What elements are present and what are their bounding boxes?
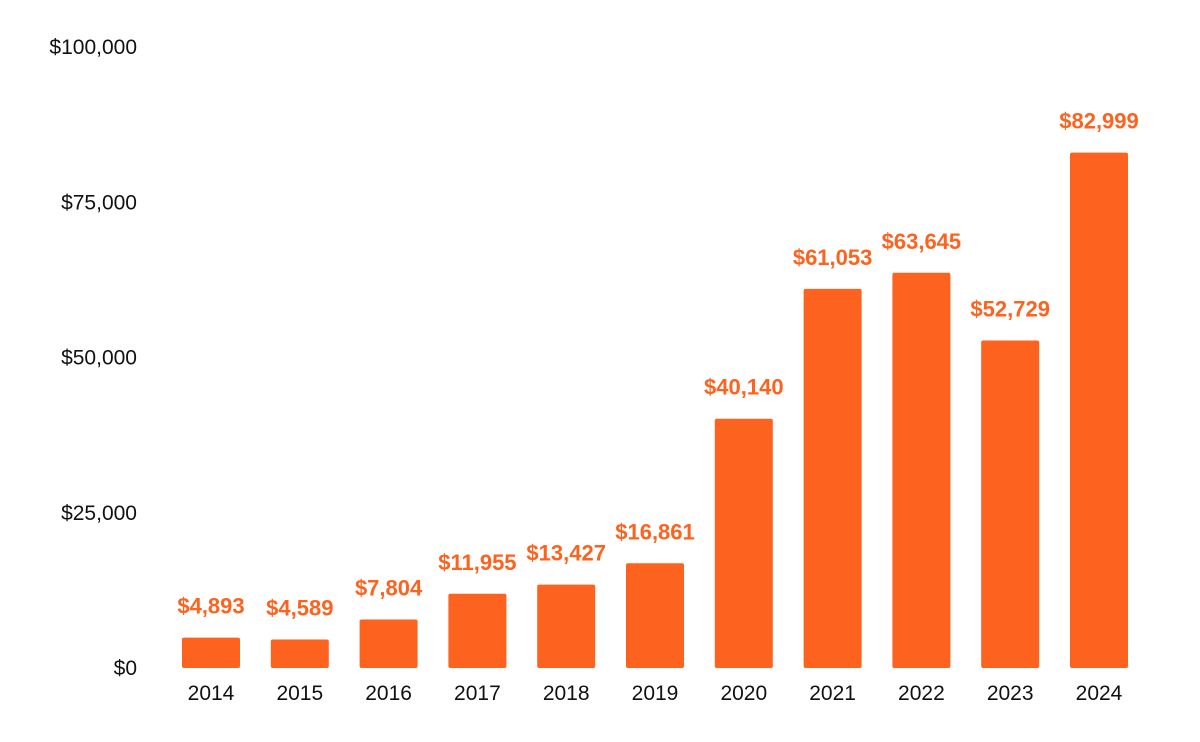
bar-2024 — [1070, 152, 1128, 669]
value-label-2019: $16,861 — [615, 519, 695, 544]
y-tick-label: $50,000 — [61, 347, 137, 370]
value-label-2020: $40,140 — [704, 375, 784, 400]
value-label-2017: $11,955 — [438, 550, 516, 575]
x-tick-label: 2020 — [720, 682, 767, 705]
y-tick-label: $100,000 — [49, 36, 137, 59]
x-tick-label: 2014 — [188, 682, 235, 705]
x-tick-label: 2015 — [276, 682, 323, 705]
bar-2019 — [626, 563, 684, 668]
data-labels: $4,893 $4,589 $7,804 $11,955 $13,427 $16,861 $… — [177, 109, 1138, 621]
x-tick-label: 2018 — [543, 682, 590, 705]
y-tick-label: $25,000 — [61, 502, 137, 525]
x-tick-label: 2017 — [454, 682, 501, 705]
value-label-2014: $4,893 — [177, 594, 244, 619]
value-label-2016: $7,804 — [355, 576, 423, 601]
x-tick-label: 2023 — [987, 682, 1034, 705]
bar-2021 — [803, 288, 862, 668]
bar-2017 — [448, 593, 507, 668]
value-label-2022: $63,645 — [882, 229, 962, 254]
bars — [182, 152, 1128, 669]
value-label-2018: $13,427 — [526, 541, 606, 566]
x-tick-label: 2022 — [898, 682, 945, 705]
value-label-2023: $52,729 — [970, 297, 1050, 322]
bar-2014 — [182, 637, 240, 668]
x-tick-label: 2019 — [632, 682, 679, 705]
bar-2015 — [270, 639, 329, 668]
value-label-2024: $82,999 — [1059, 109, 1139, 134]
bar-2016 — [359, 619, 418, 668]
bar-2020 — [714, 418, 773, 668]
x-axis: 2014 2015 2016 2017 2018 2019 2020 2021 2022 2023… — [188, 682, 1123, 705]
bar-2018 — [537, 584, 596, 668]
bar-2022 — [892, 272, 951, 668]
y-tick-label: $75,000 — [61, 191, 137, 214]
y-axis: $0 $25,000 $50,000 $75,000 $100,000 — [49, 36, 137, 680]
x-tick-label: 2024 — [1076, 682, 1123, 705]
x-tick-label: 2016 — [365, 682, 412, 705]
bar-2023 — [981, 340, 1040, 668]
value-label-2015: $4,589 — [266, 596, 333, 621]
y-tick-label: $0 — [114, 657, 137, 680]
value-label-2021: $61,053 — [793, 245, 873, 270]
x-tick-label: 2021 — [809, 682, 856, 705]
